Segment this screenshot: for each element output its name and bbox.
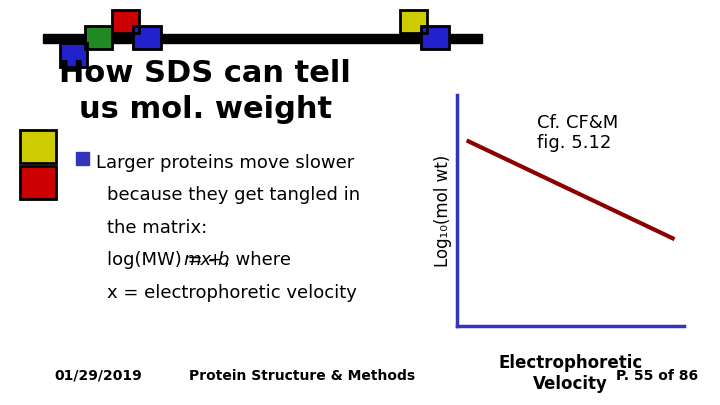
Bar	[85, 26, 112, 49]
Y-axis label: Log₁₀(mol wt): Log₁₀(mol wt)	[433, 154, 451, 267]
Bar	[400, 10, 427, 33]
Bar	[421, 26, 449, 49]
Text: P. 55 of 86: P. 55 of 86	[616, 369, 698, 383]
Bar	[60, 43, 87, 67]
Bar	[112, 10, 139, 33]
Bar	[112, 10, 139, 33]
Text: b: b	[217, 251, 229, 269]
Bar	[20, 130, 56, 163]
Bar	[85, 26, 112, 49]
Bar	[60, 43, 87, 67]
Bar	[76, 152, 89, 165]
Text: +: +	[202, 251, 229, 269]
Text: mx: mx	[184, 251, 212, 269]
Text: log(MW) = -: log(MW) = -	[107, 251, 215, 269]
Text: 01/29/2019: 01/29/2019	[54, 369, 142, 383]
Text: , where: , where	[224, 251, 291, 269]
Bar	[43, 34, 482, 43]
Text: Cf. CF&M
fig. 5.12: Cf. CF&M fig. 5.12	[536, 114, 618, 152]
Text: Larger proteins move slower: Larger proteins move slower	[96, 154, 354, 172]
Bar	[400, 10, 427, 33]
Text: How SDS can tell: How SDS can tell	[59, 59, 351, 88]
Text: Electrophoretic
Velocity: Electrophoretic Velocity	[498, 354, 643, 393]
Bar	[20, 166, 56, 199]
Text: Protein Structure & Methods: Protein Structure & Methods	[189, 369, 415, 383]
Text: the matrix:: the matrix:	[107, 219, 207, 237]
Bar	[133, 26, 161, 49]
Text: us mol. weight: us mol. weight	[78, 95, 332, 124]
Text: x = electrophoretic velocity: x = electrophoretic velocity	[107, 284, 356, 301]
Bar	[20, 130, 56, 163]
Bar	[133, 26, 161, 49]
Text: because they get tangled in: because they get tangled in	[107, 186, 360, 204]
Bar	[20, 166, 56, 199]
Bar	[421, 26, 449, 49]
